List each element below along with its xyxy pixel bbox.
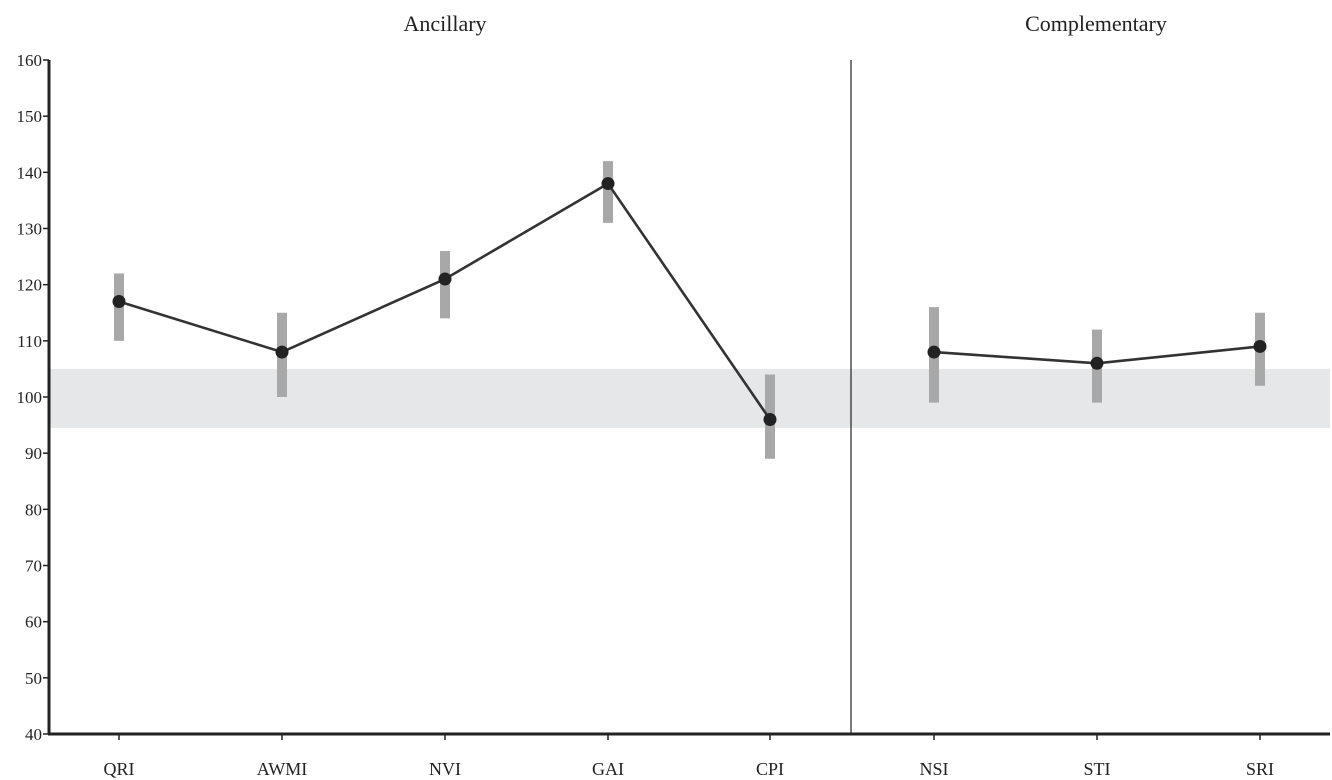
x-tick-label: NSI xyxy=(919,759,948,779)
data-point-qri xyxy=(112,295,126,309)
y-ticks: 40 50 60 70 80 90 100 110 120 130 140 150 160 xyxy=(17,51,49,744)
x-ticks: QRI AWMI NVI GAI CPI NSI STI SRI xyxy=(104,734,1274,779)
y-tick-label: 120 xyxy=(17,276,43,295)
y-tick-label: 130 xyxy=(17,220,43,239)
x-tick-label: STI xyxy=(1084,759,1111,779)
y-tick-label: 100 xyxy=(17,388,43,407)
x-tick-label: SRI xyxy=(1246,759,1274,779)
panel-title-ancillary: Ancillary xyxy=(403,11,486,36)
y-tick-label: 160 xyxy=(17,51,43,70)
x-tick-label: AWMI xyxy=(257,759,308,779)
y-tick-label: 80 xyxy=(25,500,42,519)
data-points xyxy=(112,177,1267,426)
y-tick-label: 40 xyxy=(25,725,42,744)
y-tick-label: 110 xyxy=(17,332,42,351)
data-point-nsi xyxy=(927,345,941,359)
data-point-sri xyxy=(1253,339,1267,353)
x-tick-label: CPI xyxy=(756,759,784,779)
reference-band xyxy=(50,368,1330,428)
y-tick-label: 90 xyxy=(25,444,42,463)
error-bar-gai xyxy=(603,161,613,223)
y-tick-label: 60 xyxy=(25,613,42,632)
data-point-sti xyxy=(1090,356,1104,370)
data-point-nvi xyxy=(438,272,452,286)
x-tick-label: NVI xyxy=(429,759,461,779)
y-tick-label: 50 xyxy=(25,669,42,688)
data-point-cpi xyxy=(763,412,777,426)
x-tick-label: GAI xyxy=(592,759,624,779)
panel-title-complementary: Complementary xyxy=(1025,11,1167,36)
panel-titles: Ancillary Complementary xyxy=(403,11,1166,36)
data-point-awmi xyxy=(275,345,289,359)
x-tick-label: QRI xyxy=(104,759,135,779)
y-tick-label: 150 xyxy=(17,107,43,126)
y-tick-label: 70 xyxy=(25,557,42,576)
y-tick-label: 140 xyxy=(17,163,43,182)
reference-band-layer xyxy=(50,368,1330,428)
data-point-gai xyxy=(601,177,615,191)
